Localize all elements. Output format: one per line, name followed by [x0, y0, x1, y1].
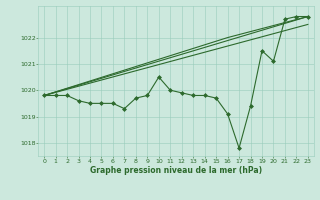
X-axis label: Graphe pression niveau de la mer (hPa): Graphe pression niveau de la mer (hPa)	[90, 166, 262, 175]
